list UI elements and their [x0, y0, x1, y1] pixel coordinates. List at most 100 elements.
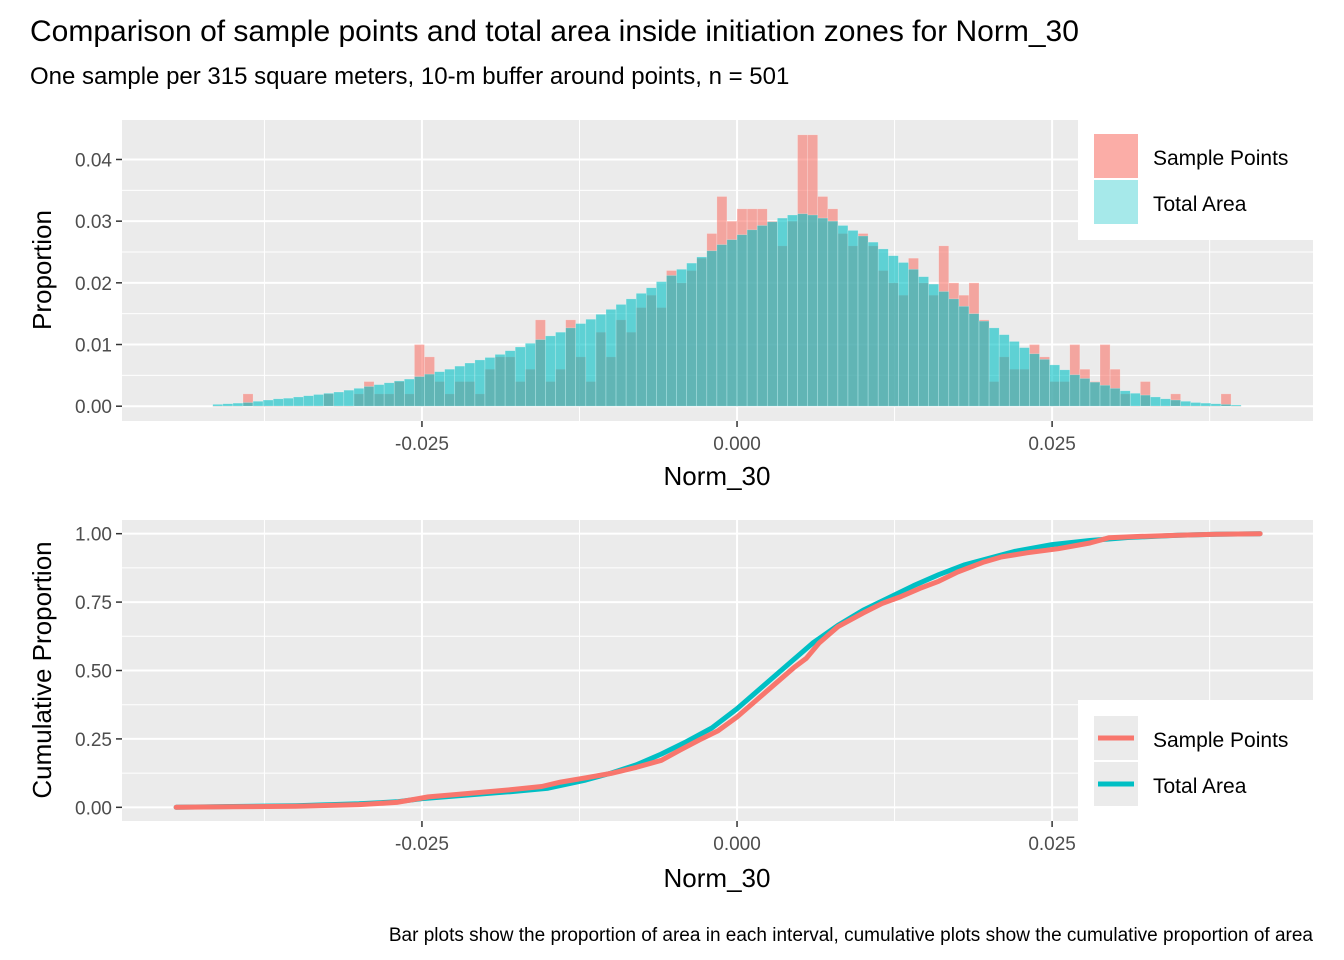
histogram-bar	[1039, 359, 1050, 407]
histogram-bar	[998, 334, 1010, 407]
histogram-bar	[414, 376, 425, 407]
histogram-bar	[958, 305, 970, 407]
histogram-bar	[615, 304, 627, 407]
histogram-bar	[766, 221, 778, 407]
x-tick-label: -0.025	[395, 434, 449, 455]
histogram-bar	[1220, 404, 1232, 407]
y-tick-label: 1.00	[75, 525, 112, 546]
y-tick-label: 0.25	[75, 730, 112, 751]
histogram-bar	[1019, 347, 1030, 407]
histogram-bar	[555, 331, 566, 407]
histogram-bar	[857, 235, 869, 407]
cumulative-lines	[173, 531, 1263, 810]
histogram-bar	[908, 268, 919, 407]
x-tick-label: -0.025	[395, 834, 449, 855]
histogram-bar	[1200, 402, 1212, 407]
histogram-bar	[656, 281, 667, 407]
histogram-bar	[1170, 399, 1181, 407]
histogram-bar	[484, 357, 496, 407]
histogram-bar	[1119, 390, 1131, 407]
legend-key-sample-points	[1094, 134, 1138, 178]
y-tick-label: 0.00	[75, 397, 112, 418]
histogram-x-axis-title: Norm_30	[664, 461, 771, 491]
histogram-bar	[817, 217, 829, 407]
x-tick-label: 0.000	[713, 434, 761, 455]
histogram-bar	[283, 397, 294, 407]
cumulative-y-axis-title: Cumulative Proportion	[27, 541, 57, 798]
x-tick-label: 0.025	[1028, 834, 1076, 855]
histogram-legend: Sample Points Total Area	[1078, 120, 1313, 240]
histogram-bar	[575, 323, 587, 407]
histogram-bar	[222, 403, 234, 407]
histogram-bar	[686, 262, 698, 407]
histogram-x-axis: -0.025 0.000 0.025	[395, 421, 1076, 455]
histogram-bar	[424, 373, 435, 407]
histogram-bar	[706, 250, 718, 407]
histogram-bar	[333, 391, 345, 407]
histogram-bar	[343, 389, 355, 407]
legend-label-total-area: Total Area	[1153, 775, 1247, 798]
histogram-bar	[434, 371, 445, 407]
histogram-bar	[585, 318, 597, 407]
histogram-bar	[645, 287, 657, 407]
cumulative-panel: -0.025 0.000 0.025 0.00 0.25 0.50 0.75 1.00 No…	[27, 520, 1313, 893]
histogram-bar	[393, 380, 405, 407]
figure-caption: Bar plots show the proportion of area in…	[389, 925, 1314, 946]
histogram-bar	[272, 398, 284, 407]
histogram-bar	[877, 248, 889, 407]
histogram-bar	[988, 327, 1000, 407]
histogram-bar	[827, 220, 839, 407]
legend-label-total-area: Total Area	[1153, 193, 1247, 216]
histogram-bar	[353, 388, 365, 407]
histogram-bar	[726, 239, 738, 407]
y-tick-label: 0.02	[75, 274, 112, 295]
histogram-bar	[837, 225, 849, 407]
histogram-bar	[525, 342, 536, 407]
histogram-bar	[242, 402, 254, 407]
histogram-bar	[1150, 396, 1161, 407]
histogram-bar	[293, 396, 304, 407]
legend-label-sample-points: Sample Points	[1153, 147, 1288, 170]
histogram-bar	[212, 404, 224, 407]
cumulative-x-axis: -0.025 0.000 0.025	[395, 821, 1076, 855]
histogram-bar	[928, 283, 939, 407]
histogram-bar	[373, 384, 385, 407]
histogram-bar	[262, 399, 274, 407]
histogram-bar	[635, 293, 647, 407]
histogram-bar	[948, 298, 960, 407]
histogram-bar	[898, 262, 909, 407]
histogram-bar	[736, 234, 748, 407]
histogram-bar	[797, 213, 808, 407]
histogram-bar	[514, 346, 526, 407]
histogram-bar	[504, 350, 516, 407]
histogram-bar	[666, 275, 677, 407]
histogram-bar	[565, 327, 577, 407]
histogram-bar	[1210, 403, 1222, 407]
histogram-bar	[313, 394, 324, 407]
chart-subtitle: One sample per 315 square meters, 10-m b…	[30, 63, 789, 90]
histogram-bar	[716, 244, 728, 407]
histogram-bar	[1230, 404, 1242, 407]
legend-key-total-area	[1094, 180, 1138, 224]
bar-series-total-area	[212, 213, 1242, 407]
histogram-bar	[1099, 384, 1111, 407]
cumulative-x-axis-title: Norm_30	[664, 863, 771, 893]
histogram-bar	[535, 339, 546, 407]
histogram-bar	[918, 276, 929, 407]
histogram-bar	[252, 400, 264, 407]
histogram-panel: -0.025 0.000 0.025 0.00 0.01 0.02 0.03 0.04 No…	[27, 120, 1313, 491]
histogram-bar	[1180, 400, 1192, 407]
y-tick-label: 0.01	[75, 336, 112, 357]
histogram-bar	[323, 392, 335, 407]
histogram-bar	[1059, 369, 1071, 407]
y-tick-label: 0.75	[75, 593, 112, 614]
histogram-bar	[625, 298, 637, 407]
histogram-bar	[1109, 388, 1121, 407]
histogram-bar	[938, 291, 950, 407]
histogram-bar	[383, 382, 395, 407]
histogram-bar	[867, 241, 879, 407]
histogram-bar	[746, 229, 758, 407]
y-tick-label: 0.04	[75, 150, 112, 171]
histogram-bar	[676, 268, 687, 407]
